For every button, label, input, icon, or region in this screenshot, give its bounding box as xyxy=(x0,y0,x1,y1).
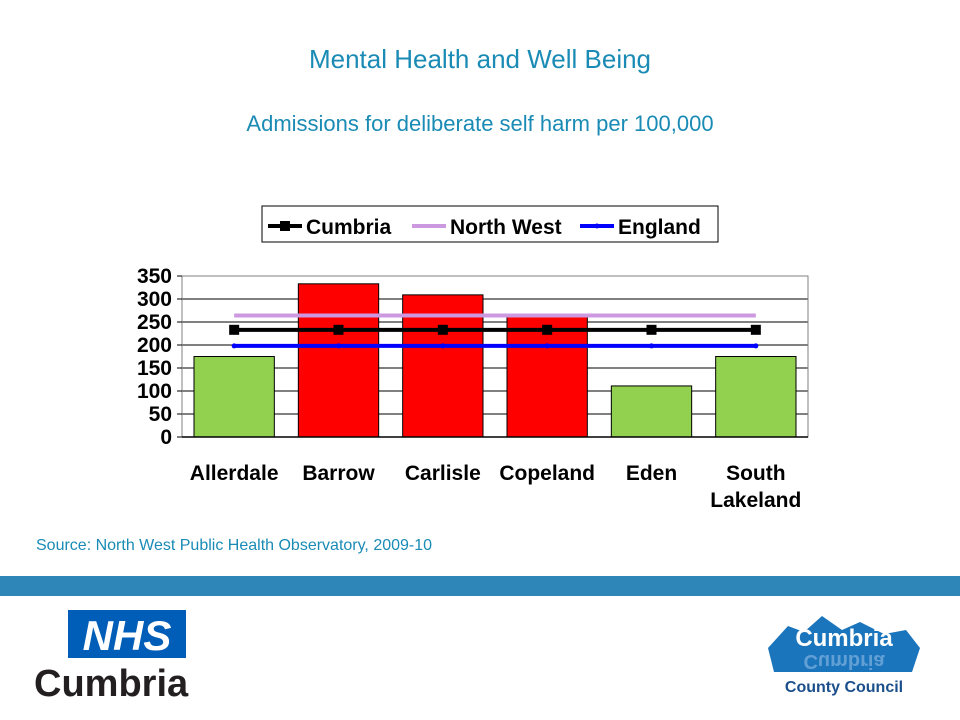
y-tick-label: 250 xyxy=(137,311,172,334)
x-tick-label: South xyxy=(726,462,785,485)
x-tick-label: Allerdale xyxy=(190,462,279,485)
council-logo-reflection: Cumbria xyxy=(803,650,885,672)
series-marker xyxy=(437,324,448,335)
bar xyxy=(610,385,693,438)
nhs-cumbria-logo: NHS Cumbria xyxy=(34,610,189,702)
legend-marker xyxy=(594,223,600,229)
nhs-badge-text: NHS xyxy=(83,612,172,659)
page-title: Mental Health and Well Being xyxy=(308,44,652,74)
series-marker xyxy=(336,343,341,349)
bar xyxy=(506,315,588,438)
council-logo-bottom-text: County Council xyxy=(785,679,903,696)
bar xyxy=(715,356,797,438)
council-logo-shape xyxy=(768,616,920,672)
y-tick-label: 100 xyxy=(137,380,172,403)
bar xyxy=(402,294,484,438)
legend-label: Cumbria xyxy=(306,216,392,239)
series-marker xyxy=(440,343,446,349)
x-tick-label: Barrow xyxy=(302,462,375,485)
nhs-badge xyxy=(68,610,186,658)
series-marker xyxy=(750,324,761,335)
series-marker xyxy=(229,324,240,335)
nhs-cumbria-text: Cumbria xyxy=(34,663,189,702)
blue-band xyxy=(0,576,960,596)
legend-label: England xyxy=(618,216,701,239)
plot-frame xyxy=(181,275,809,438)
x-tick-label: Eden xyxy=(626,462,677,485)
series-marker xyxy=(753,343,759,349)
x-tick-label: Copeland xyxy=(499,462,595,485)
legend-label: North West xyxy=(450,216,562,239)
series-marker xyxy=(231,343,237,349)
bar xyxy=(193,356,275,438)
legend-marker xyxy=(280,221,290,231)
council-logo-top-text: Cumbria xyxy=(795,625,893,652)
page-subtitle: Admissions for deliberate self harm per … xyxy=(246,111,714,136)
x-tick-label: Carlisle xyxy=(405,462,481,485)
y-tick-label: 200 xyxy=(137,334,172,357)
cumbria-county-council-logo: Cumbria Cumbria County Council xyxy=(768,616,920,696)
series-marker xyxy=(649,343,654,349)
x-tick-label: Lakeland xyxy=(710,489,801,512)
series-marker xyxy=(646,324,657,335)
series-marker xyxy=(542,324,553,335)
bar xyxy=(297,283,380,438)
series-marker xyxy=(333,324,344,335)
y-tick-label: 300 xyxy=(137,288,172,311)
y-tick-label: 150 xyxy=(137,357,172,380)
series-marker xyxy=(544,343,550,349)
y-tick-label: 350 xyxy=(137,265,172,288)
y-tick-label: 0 xyxy=(160,426,172,449)
legend-box xyxy=(261,205,719,243)
y-tick-label: 50 xyxy=(149,403,172,426)
source-note: Source: North West Public Health Observa… xyxy=(36,537,433,554)
